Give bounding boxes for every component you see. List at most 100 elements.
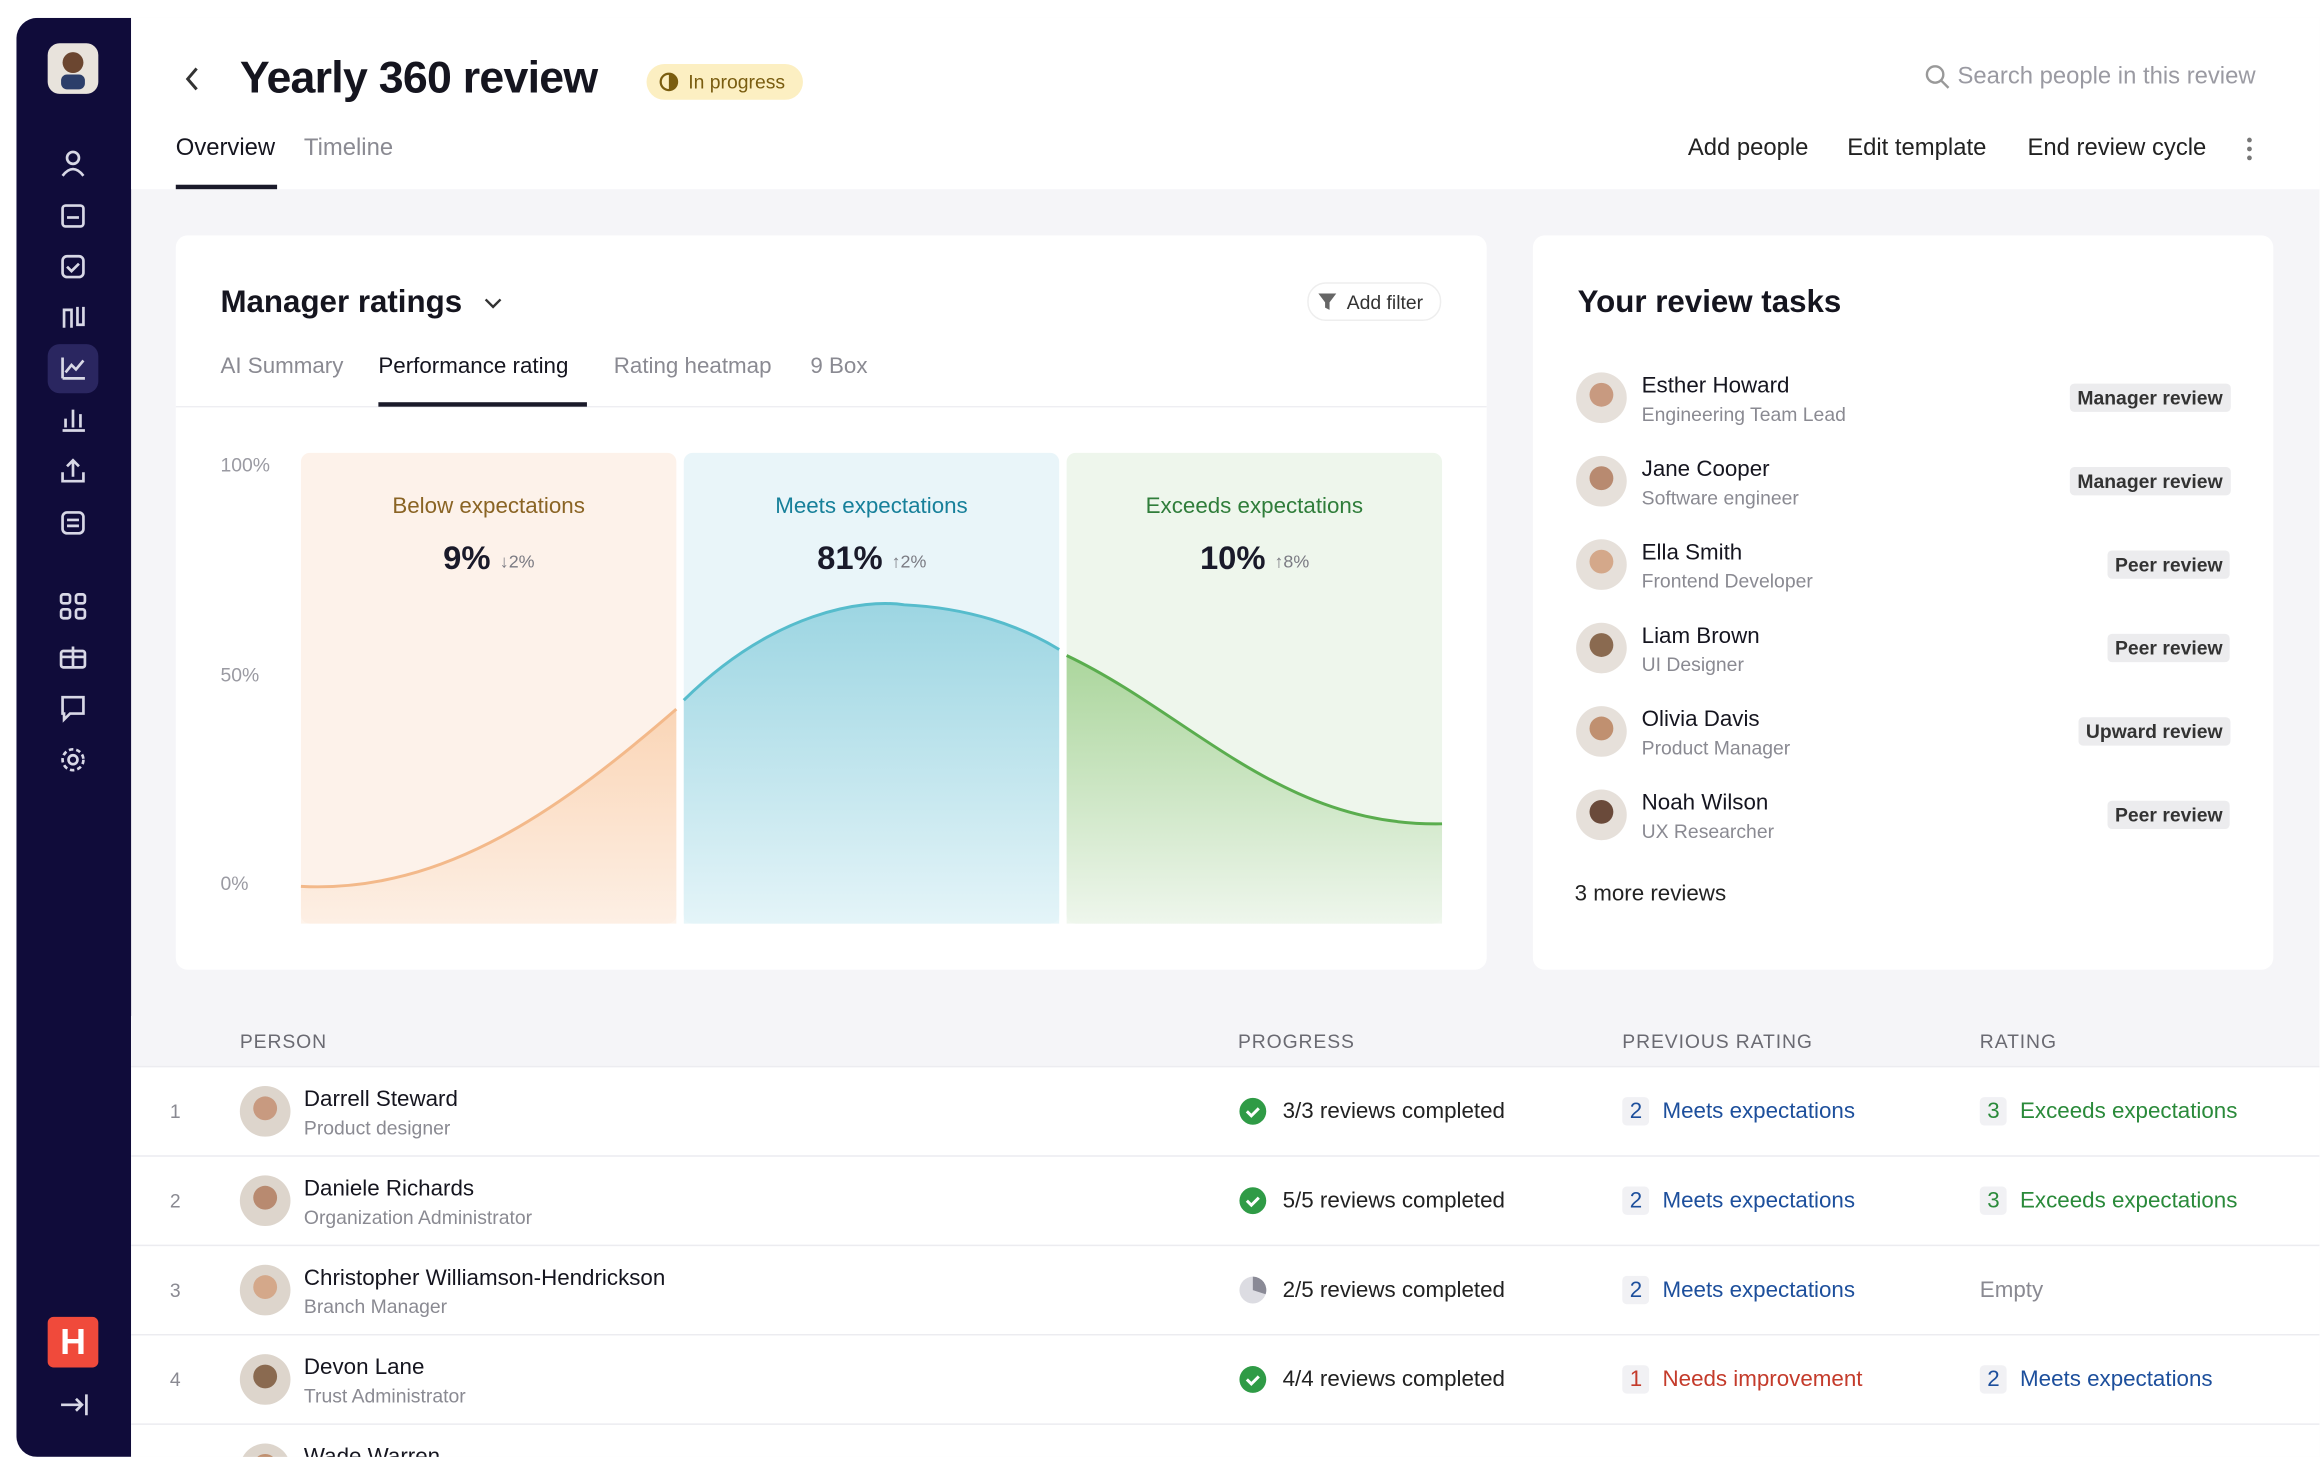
category-value: 10% (1199, 539, 1266, 577)
tasks-card (1532, 235, 2274, 970)
check (1245, 1196, 1260, 1208)
task-avatar-face (1589, 382, 1614, 407)
curve-meets (682, 602, 1060, 702)
header-action[interactable]: Edit template (1847, 135, 1987, 161)
column-header: PROGRESS (1237, 1030, 1355, 1053)
task-avatar-face (1589, 549, 1614, 574)
person-name[interactable]: Christopher Williamson-Hendrickson (303, 1265, 666, 1291)
rating-score: 3 (1979, 1186, 2008, 1215)
task-role: Frontend Developer (1641, 569, 1813, 593)
task-role: Product Manager (1641, 736, 1791, 760)
subtab[interactable]: Performance rating (378, 353, 569, 380)
y-tick-label: 100% (220, 453, 271, 476)
tab[interactable]: Timeline (303, 135, 394, 161)
tab[interactable]: Overview (175, 135, 276, 161)
rating-label: Exceeds expectations (2020, 1098, 2238, 1124)
rating-score: 3 (1979, 1097, 2008, 1126)
rating-score: 2 (1979, 1365, 2008, 1394)
row-index: 3 (169, 1278, 181, 1302)
column-header: RATING (1979, 1030, 2057, 1053)
category-change: ↑2% (891, 551, 927, 573)
rating-label: Meets expectations (1662, 1188, 1856, 1214)
task-avatar-face (1589, 716, 1614, 741)
person-name[interactable]: Devon Lane (303, 1354, 425, 1381)
progress-text: 5/5 reviews completed (1282, 1188, 1505, 1214)
progress-complete (1239, 1366, 1267, 1393)
progress-slice (1252, 1276, 1267, 1295)
task-tag: Upward review (2078, 717, 2231, 746)
subtab[interactable]: AI Summary (220, 353, 344, 380)
table-bg (131, 1015, 2320, 1457)
subtab[interactable]: 9 Box (810, 353, 868, 380)
more-link[interactable]: 3 more reviews (1574, 881, 1727, 907)
search-input[interactable]: Search people in this review (1957, 64, 2256, 90)
filter-button[interactable] (1307, 282, 1442, 322)
column-header: PERSON (239, 1030, 328, 1053)
progress-text: 3/3 reviews completed (1282, 1098, 1505, 1124)
bottom-edge (0, 1456, 2324, 1472)
rating-score: 2 (1622, 1275, 1650, 1305)
header-action[interactable]: Add people (1687, 135, 1809, 161)
avatar-body (61, 74, 85, 90)
rating-label: Meets expectations (1662, 1098, 1856, 1124)
person-avatar-face (253, 1096, 278, 1121)
task-name[interactable]: Ella Smith (1641, 540, 1743, 566)
table-header-bg (131, 1015, 2320, 1067)
task-name[interactable]: Jane Cooper (1641, 456, 1770, 482)
task-tag: Manager review (2069, 383, 2231, 412)
status-label: In progress (688, 70, 786, 94)
person-role: Trust Administrator (303, 1384, 466, 1408)
nav-active (47, 344, 99, 394)
person-name[interactable]: Darrell Steward (303, 1086, 458, 1113)
subtab[interactable]: Rating heatmap (613, 353, 772, 380)
task-avatar-face (1589, 466, 1614, 491)
check (1245, 1107, 1260, 1118)
header-action[interactable]: End review cycle (2027, 135, 2207, 161)
filter-label[interactable]: Add filter (1346, 291, 1424, 314)
task-avatar-face (1589, 799, 1614, 824)
category-value: 81% (817, 539, 883, 577)
rating-score: 2 (1622, 1097, 1650, 1126)
search-icon[interactable] (1925, 65, 1945, 84)
brand-logo[interactable] (47, 1316, 99, 1368)
progress-complete (1239, 1187, 1267, 1215)
dropdown-chevron[interactable] (484, 298, 502, 309)
tab-underline (175, 184, 278, 190)
rating-label: Needs improvement (1662, 1366, 1863, 1393)
task-role: UI Designer (1641, 653, 1744, 676)
task-tag: Peer review (2107, 800, 2231, 830)
check (1245, 1375, 1260, 1387)
person-avatar-face (253, 1185, 278, 1210)
progress-complete (1239, 1097, 1267, 1125)
more-menu[interactable] (2247, 137, 2252, 161)
subtab-underline (378, 402, 587, 407)
curve-below (300, 707, 678, 889)
task-role: Engineering Team Lead (1641, 402, 1846, 426)
task-name[interactable]: Esther Howard (1641, 373, 1790, 399)
status-badge (646, 64, 803, 100)
curve-area-meets (683, 603, 1060, 924)
nav-icons[interactable] (59, 150, 88, 1416)
person-role: Organization Administrator (303, 1205, 533, 1229)
progress-text: 2/5 reviews completed (1282, 1277, 1505, 1303)
back-button[interactable] (185, 67, 198, 91)
person-avatar-face (253, 1364, 278, 1389)
task-role: Software engineer (1641, 486, 1799, 509)
curve-area-below (300, 709, 677, 924)
rating-score: 2 (1622, 1186, 1650, 1215)
page-title: Yearly 360 review (239, 53, 598, 103)
rating-label: Empty (1979, 1277, 2044, 1303)
person-role: Product designer (303, 1116, 451, 1139)
person-name[interactable]: Daniele Richards (303, 1176, 475, 1202)
brand-letter: H (60, 1322, 86, 1362)
task-name[interactable]: Liam Brown (1641, 623, 1760, 649)
task-tag: Peer review (2107, 633, 2231, 663)
task-name[interactable]: Noah Wilson (1641, 790, 1769, 816)
rating-label: Exceeds expectations (2020, 1188, 2238, 1214)
person-role: Branch Manager (303, 1295, 448, 1318)
category-label: Exceeds expectations (1145, 493, 1364, 520)
task-name[interactable]: Olivia Davis (1641, 706, 1760, 733)
task-tag: Manager review (2069, 467, 2231, 496)
card-title: Manager ratings (220, 285, 463, 320)
